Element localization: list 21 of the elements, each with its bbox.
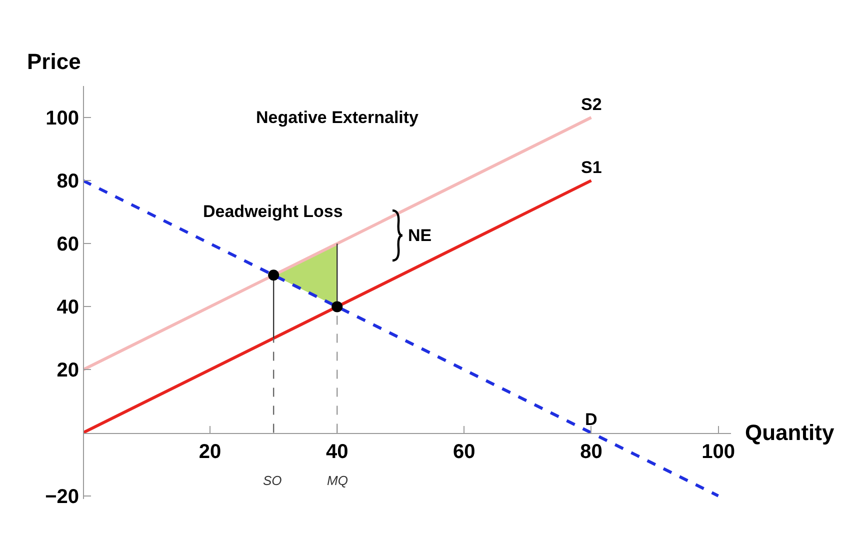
series-label: D: [585, 410, 598, 429]
y-tick-label: 100: [46, 108, 79, 130]
y-axis-title: Price: [27, 49, 81, 74]
y-tick-label: 40: [56, 296, 79, 319]
y-tick-label: 20: [56, 360, 79, 382]
annotation: Deadweight Loss: [203, 202, 343, 221]
y-tick-label: 60: [56, 234, 79, 256]
annotation: Negative Externality: [256, 108, 420, 127]
x-tick-label: 80: [580, 440, 602, 463]
annotation: SO: [263, 473, 282, 488]
x-axis-title: Quantity: [745, 420, 835, 445]
x-tick-label: 20: [198, 440, 222, 463]
x-tick-label: 40: [326, 440, 348, 463]
series-label: S1: [581, 158, 602, 177]
annotation: NE: [408, 226, 432, 245]
annotation: MQ: [327, 473, 348, 488]
x-tick-label: 60: [453, 440, 476, 463]
y-tick-label: −20: [45, 486, 79, 508]
series-label: S2: [581, 95, 602, 114]
y-tick-label: 80: [56, 170, 79, 193]
x-tick-label: 100: [702, 440, 735, 463]
